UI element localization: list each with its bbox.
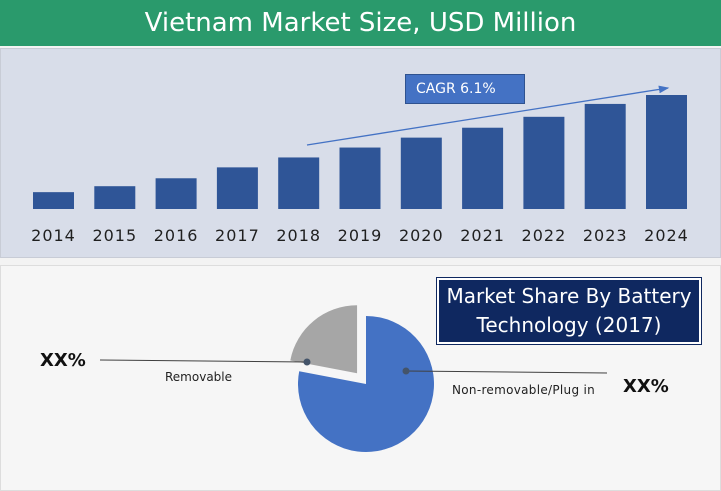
bar-2015 — [94, 186, 136, 209]
pie-slice-nonremovable — [298, 316, 435, 452]
nonremovable-label: Non-removable/Plug in — [452, 383, 596, 397]
x-tick-2024: 2024 — [644, 226, 689, 245]
bar-2022 — [523, 116, 565, 209]
x-tick-2023: 2023 — [583, 226, 628, 245]
bar-2018 — [278, 157, 320, 209]
nonremovable-leader-dot — [402, 367, 410, 375]
pie-slice-removable — [290, 305, 358, 374]
cagr-trend-arrow — [306, 85, 670, 146]
removable-leader-dot — [303, 358, 311, 366]
bar-2014 — [33, 192, 74, 209]
bar-2017 — [216, 167, 258, 209]
bar-chart: 2014 2015 2016 2017 2018 2019 2020 2021 2022 2023… — [31, 85, 689, 245]
x-tick-2016: 2016 — [154, 226, 199, 245]
removable-share-value: XX% — [40, 350, 86, 371]
bar-2023 — [584, 103, 626, 209]
cagr-annotation: CAGR 6.1% — [405, 74, 525, 104]
removable-label: Removable — [165, 370, 233, 384]
x-tick-2020: 2020 — [399, 226, 444, 245]
x-tick-2018: 2018 — [276, 226, 321, 245]
pie-title-box: Market Share By Battery Technology (2017… — [437, 278, 701, 344]
x-tick-2017: 2017 — [215, 226, 260, 245]
removable-leader-line — [99, 359, 308, 363]
bar-2019 — [339, 147, 381, 209]
chart-title: Vietnam Market Size, USD Million — [0, 0, 721, 46]
x-tick-2021: 2021 — [460, 226, 505, 245]
x-tick-2019: 2019 — [338, 226, 383, 245]
nonremovable-share-value: XX% — [623, 376, 669, 397]
x-tick-2014: 2014 — [31, 226, 76, 245]
bar-2020 — [400, 137, 442, 209]
bar-2024 — [646, 95, 687, 209]
x-tick-2015: 2015 — [92, 226, 137, 245]
bar-2021 — [462, 127, 504, 209]
bar-2016 — [155, 178, 197, 209]
x-tick-2022: 2022 — [522, 226, 567, 245]
nonremovable-leader-line — [405, 370, 608, 374]
